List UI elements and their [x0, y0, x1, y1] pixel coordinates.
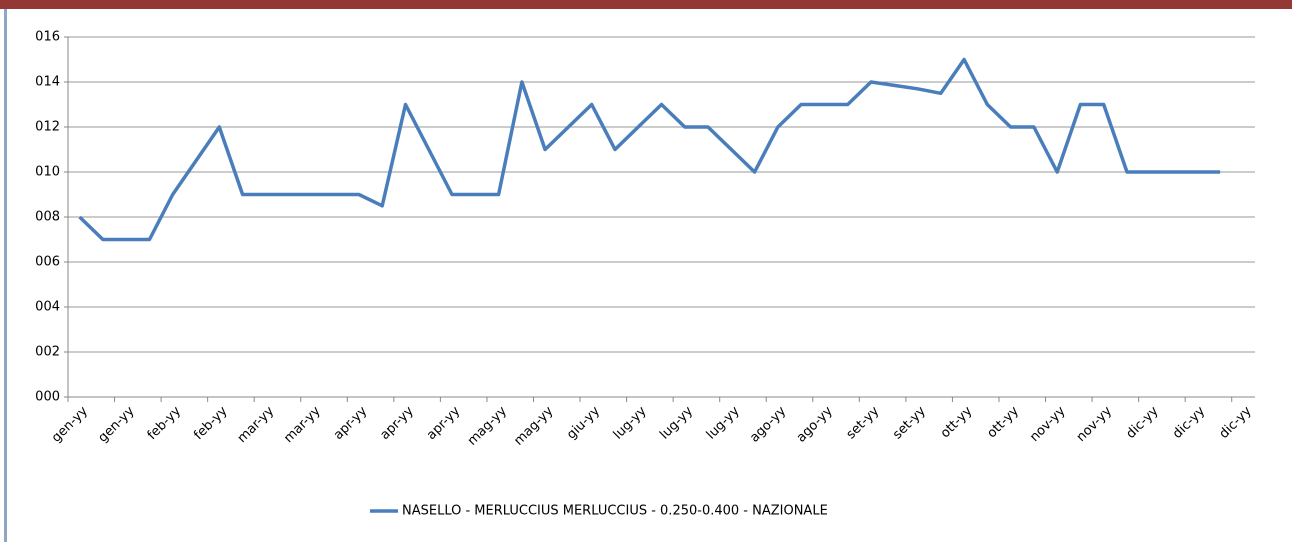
x-tick-label: ago-yy — [794, 403, 836, 445]
x-tick-label: giu-yy — [564, 403, 603, 442]
x-tick-label: apr-yy — [377, 403, 417, 443]
x-tick-label: gen-yy — [96, 403, 138, 445]
y-tick-label: 006 — [35, 255, 60, 270]
y-tick-label: 010 — [35, 165, 60, 180]
x-tick-label: dic-yy — [1170, 403, 1208, 441]
series-line — [78, 57, 1221, 242]
x-tick-label: ago-yy — [747, 403, 789, 445]
x-tick-label: mar-yy — [281, 403, 324, 446]
x-tick-label: dic-yy — [1217, 403, 1255, 441]
y-tick-label: 016 — [35, 30, 60, 45]
x-tick-label: ott-yy — [984, 403, 1022, 441]
y-tick-label: 004 — [35, 300, 60, 315]
x-tick-label: gen-yy — [49, 403, 91, 445]
y-tick-label: 014 — [35, 75, 60, 90]
x-tick-label: ott-yy — [938, 403, 976, 441]
x-tick-label: apr-yy — [424, 403, 464, 443]
x-tick-label: dic-yy — [1123, 403, 1161, 441]
x-tick-label: feb-yy — [191, 403, 231, 443]
x-tick-label: nov-yy — [1027, 403, 1069, 445]
x-tick-label: mag-yy — [511, 403, 556, 448]
y-tick-label: 008 — [35, 210, 60, 225]
x-tick-label: set-yy — [890, 403, 929, 442]
x-tick-label: feb-yy — [145, 403, 185, 443]
left-border — [4, 9, 7, 542]
x-tick-label: lug-yy — [657, 403, 696, 442]
x-tick-label: apr-yy — [331, 403, 371, 443]
y-tick-label: 002 — [35, 345, 60, 360]
x-tick-label: lug-yy — [704, 403, 743, 442]
x-tick-label: mag-yy — [465, 403, 510, 448]
x-tick-label: nov-yy — [1074, 403, 1116, 445]
x-tick-label: set-yy — [844, 403, 883, 442]
x-tick-label: lug-yy — [611, 403, 650, 442]
y-tick-label: 000 — [35, 390, 60, 405]
x-tick-label: mar-yy — [235, 403, 278, 446]
legend-label: NASELLO - MERLUCCIUS MERLUCCIUS - 0.250-… — [402, 504, 828, 519]
y-tick-label: 012 — [35, 120, 60, 135]
top-bar — [0, 0, 1292, 9]
